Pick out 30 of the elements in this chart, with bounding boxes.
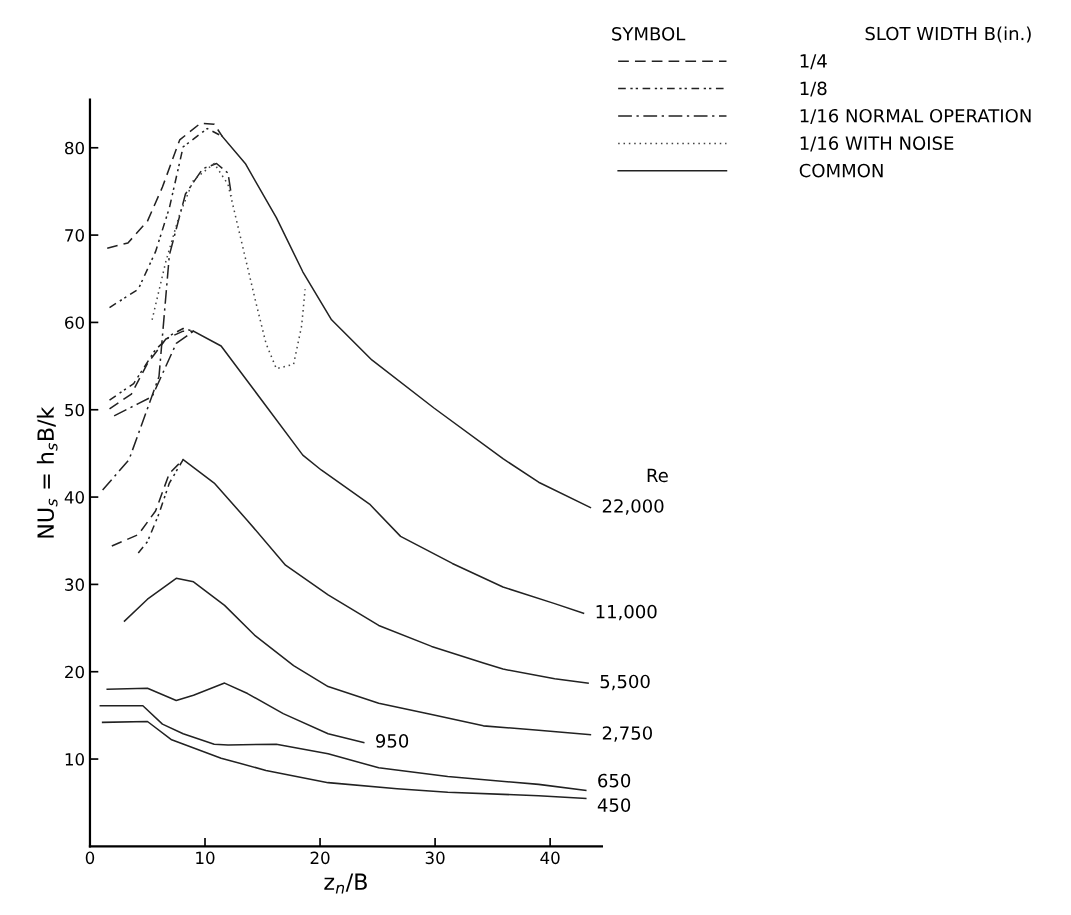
y-tick-label: 30 <box>65 578 84 591</box>
x-axis-title: z$_{n}$/B <box>324 873 367 894</box>
annotation: 11,000 <box>596 604 657 621</box>
text: SYMBOL <box>612 26 686 41</box>
annotation: 950 <box>376 734 409 748</box>
y-tick-label: 40 <box>64 491 84 504</box>
y-tick-label: 20 <box>65 665 84 679</box>
y-tick-label: 50 <box>65 403 84 417</box>
x-tick-label: 20 <box>310 851 330 865</box>
annotation: 22,000 <box>602 499 664 515</box>
annotation: 5,500 <box>600 674 650 691</box>
y-tick-label: 70 <box>65 229 84 242</box>
text: COMMON <box>799 163 883 178</box>
text: 1/16 WITH NOISE <box>800 136 954 152</box>
y-tick-label: 10 <box>65 753 84 766</box>
y-axis-title: NU$_{s}$ = h$_{s}$B/k <box>36 406 58 538</box>
annotation: 2,750 <box>602 726 652 742</box>
x-tick-label: 30 <box>425 851 445 865</box>
x-tick-label: 10 <box>196 851 215 865</box>
text: 1/8 <box>800 81 827 97</box>
annotation: 650 <box>598 773 631 788</box>
text: 1/4 <box>800 54 827 70</box>
y-tick-label: 80 <box>65 141 84 155</box>
annotation: 450 <box>597 798 631 812</box>
x-tick-label: 0 <box>85 851 95 865</box>
text: 1/16 NORMAL OPERATION <box>800 108 1031 124</box>
y-tick-label: 60 <box>65 316 84 329</box>
x-tick-label: 40 <box>540 851 560 865</box>
legend-title: SLOT WIDTH B(in.) <box>865 26 1031 43</box>
text: Re <box>647 468 668 483</box>
